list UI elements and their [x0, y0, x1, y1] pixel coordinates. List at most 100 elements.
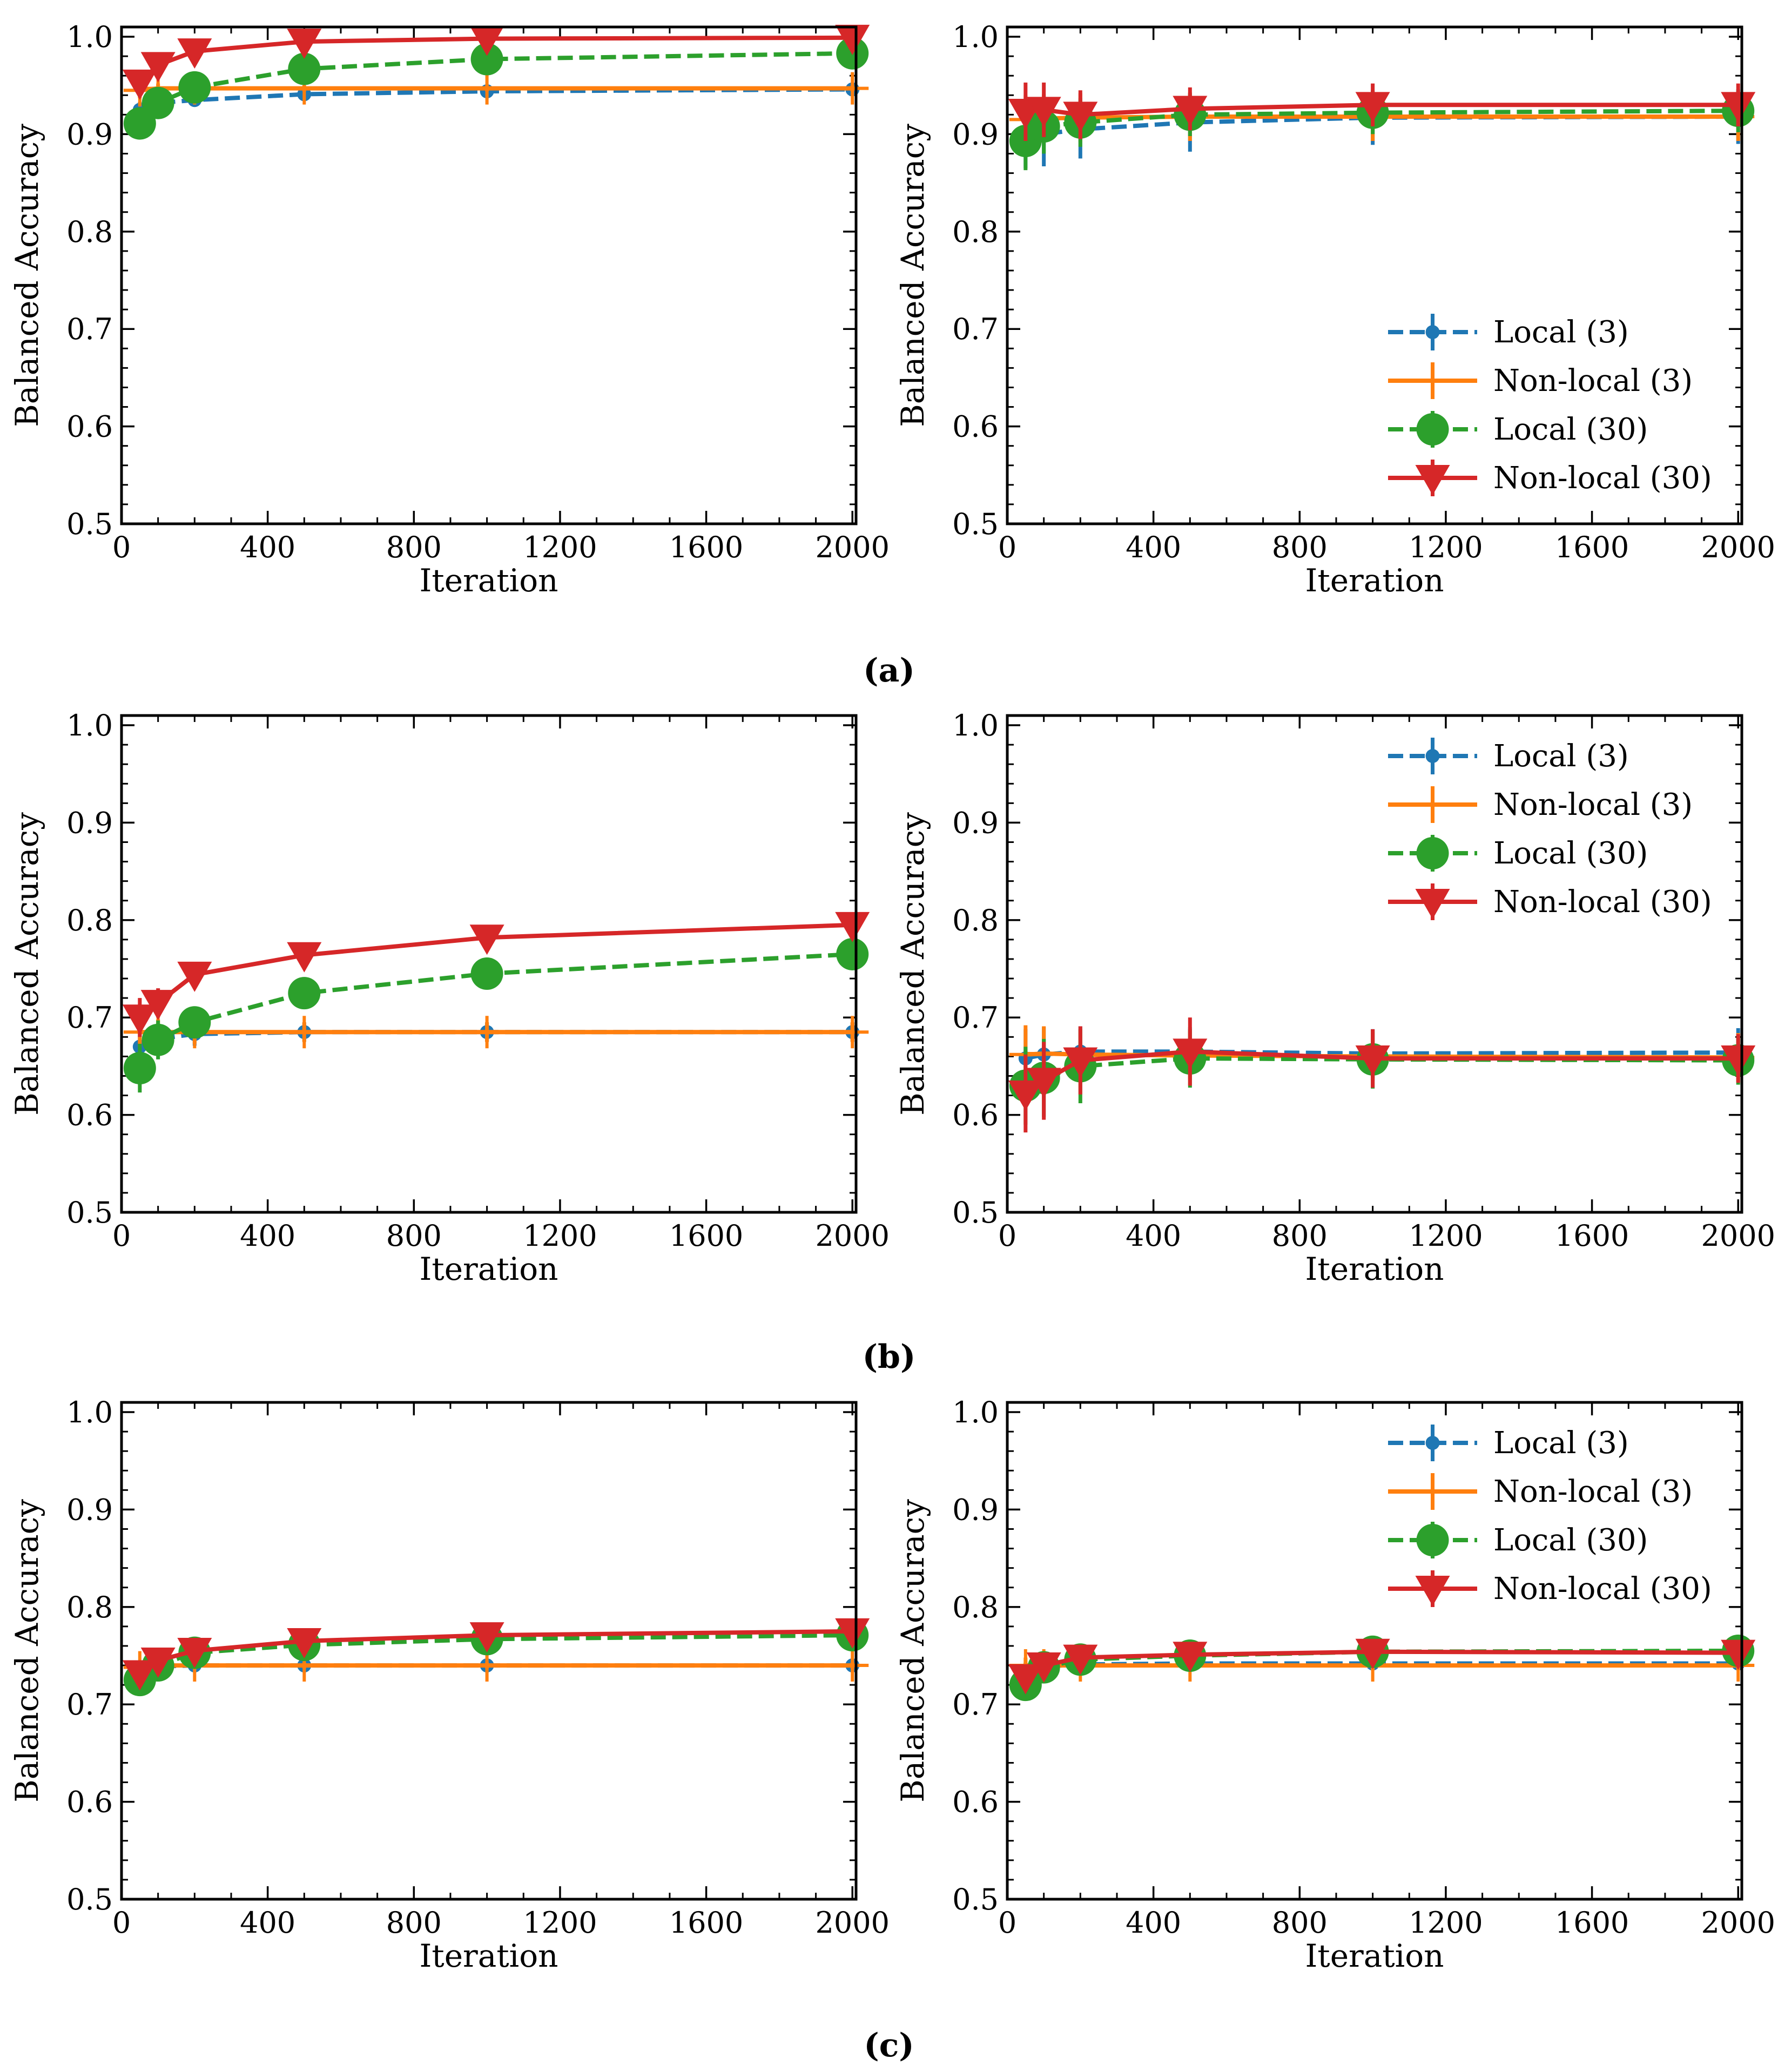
x-tick-label: 400 — [240, 1219, 295, 1253]
data-point — [470, 43, 503, 76]
data-point — [287, 29, 322, 59]
y-tick-label: 0.8 — [66, 215, 113, 249]
legend-label: Local (30) — [1493, 1523, 1648, 1558]
x-tick-label: 2000 — [816, 1906, 890, 1940]
y-tick-label: 0.6 — [952, 1785, 999, 1819]
data-point — [1721, 1639, 1756, 1670]
charts-layer: 0 400 800 1200 1600 2000 0.5 0.6 0.7 0.8 0.9 1.0 Ite… — [9, 20, 1775, 1974]
data-point — [1173, 1642, 1208, 1672]
x-tick-label: 800 — [1272, 1906, 1328, 1940]
data-point — [1173, 1038, 1208, 1069]
x-tick-label: 0 — [112, 1219, 131, 1253]
y-tick-label: 0.9 — [66, 1493, 113, 1527]
data-point — [287, 1628, 322, 1658]
legend-handle-marker — [1415, 465, 1450, 495]
x-tick-label: 1600 — [669, 530, 743, 564]
y-axis-label: Balanced Accuracy — [894, 1499, 931, 1803]
y-axis-label: Balanced Accuracy — [9, 812, 45, 1116]
data-point — [177, 961, 212, 992]
data-point — [142, 1023, 174, 1056]
chart-b-left: 0 400 800 1200 1600 2000 0.5 0.6 0.7 0.8 0.9 1.0 Ite… — [9, 708, 890, 1287]
x-axis-label: Iteration — [1305, 1251, 1444, 1287]
data-point — [1063, 102, 1098, 132]
legend-label: Local (30) — [1493, 836, 1648, 871]
data-point — [469, 1622, 504, 1653]
y-tick-label: 0.7 — [952, 1001, 999, 1035]
y-tick-label: 0.9 — [952, 806, 999, 840]
data-point — [835, 24, 870, 55]
chart-a-left: 0 400 800 1200 1600 2000 0.5 0.6 0.7 0.8 0.9 1.0 Ite… — [9, 20, 890, 599]
caption-b: (b) — [863, 1338, 916, 1376]
x-tick-label: 2000 — [816, 530, 890, 564]
legend-label: Non-local (3) — [1493, 1474, 1693, 1509]
series-local30 — [123, 37, 869, 140]
y-tick-label: 0.5 — [66, 1196, 113, 1230]
legend-handle-marker — [1425, 1436, 1440, 1450]
legend-label: Local (3) — [1493, 315, 1629, 350]
data-point — [122, 1004, 157, 1035]
legend-handle-marker — [1416, 837, 1449, 869]
y-tick-label: 0.7 — [952, 312, 999, 346]
chart-c-right: 0 400 800 1200 1600 2000 0.5 0.6 0.7 0.8 0.9 1.0 Ite… — [894, 1395, 1775, 1974]
y-tick-label: 1.0 — [952, 1395, 999, 1429]
y-tick-label: 1.0 — [952, 708, 999, 743]
y-tick-label: 1.0 — [66, 20, 113, 54]
data-point — [142, 86, 174, 119]
x-tick-label: 1600 — [669, 1219, 743, 1253]
x-axis-label: Iteration — [420, 562, 558, 599]
y-tick-label: 0.7 — [66, 1001, 113, 1035]
series-line — [1024, 109, 1739, 143]
y-tick-label: 0.6 — [66, 1785, 113, 1819]
x-axis-label: Iteration — [1305, 1938, 1444, 1974]
x-tick-label: 1600 — [669, 1906, 743, 1940]
x-tick-label: 1600 — [1555, 530, 1629, 564]
chart-a-right: 0 400 800 1200 1600 2000 0.5 0.6 0.7 0.8 0.9 1.0 Ite… — [894, 20, 1775, 599]
x-tick-label: 1200 — [523, 1219, 597, 1253]
y-tick-label: 0.6 — [66, 1098, 113, 1132]
caption-c: (c) — [864, 2027, 914, 2064]
data-point — [469, 924, 504, 955]
data-point — [122, 1660, 157, 1691]
data-point — [470, 957, 503, 990]
y-tick-label: 0.9 — [952, 1493, 999, 1527]
series-nonlocal30 — [122, 912, 870, 1037]
y-tick-label: 0.8 — [952, 215, 999, 249]
data-point — [1008, 1664, 1043, 1695]
y-tick-label: 0.6 — [66, 410, 113, 444]
x-axis-label: Iteration — [420, 1251, 558, 1287]
y-tick-label: 0.9 — [952, 117, 999, 151]
legend-label: Non-local (30) — [1493, 1571, 1712, 1607]
x-tick-label: 400 — [240, 1906, 295, 1940]
data-point — [470, 1016, 503, 1049]
y-tick-label: 0.5 — [952, 1196, 999, 1230]
data-point — [123, 1052, 156, 1085]
x-tick-label: 1200 — [1409, 1219, 1483, 1253]
y-tick-label: 0.9 — [66, 806, 113, 840]
x-axis-label: Iteration — [420, 1938, 558, 1974]
y-tick-label: 0.8 — [66, 1590, 113, 1624]
data-point — [288, 52, 321, 85]
x-tick-label: 2000 — [1701, 1906, 1775, 1940]
y-axis-label: Balanced Accuracy — [9, 124, 45, 427]
data-point — [1026, 1652, 1061, 1683]
x-tick-label: 800 — [386, 1219, 442, 1253]
data-point — [835, 1618, 870, 1649]
legend: Local (3) Non-local (3) Local (30) Non-loca… — [1388, 738, 1712, 920]
y-tick-label: 1.0 — [952, 20, 999, 54]
y-axis-label: Balanced Accuracy — [894, 812, 931, 1116]
legend-label: Non-local (30) — [1493, 461, 1712, 496]
data-point — [287, 942, 322, 973]
y-tick-label: 0.6 — [952, 410, 999, 444]
plot-frame — [120, 25, 858, 525]
data-point — [177, 38, 212, 69]
legend-handle-marker — [1416, 365, 1449, 397]
x-tick-label: 800 — [1272, 530, 1328, 564]
y-tick-label: 0.6 — [952, 1098, 999, 1132]
legend-handle-marker — [1416, 1475, 1449, 1508]
plot-frame — [1006, 1401, 1743, 1901]
legend-label: Local (30) — [1493, 412, 1648, 447]
x-tick-label: 800 — [1272, 1219, 1328, 1253]
x-tick-label: 400 — [1126, 1219, 1181, 1253]
x-tick-label: 400 — [1126, 1906, 1181, 1940]
